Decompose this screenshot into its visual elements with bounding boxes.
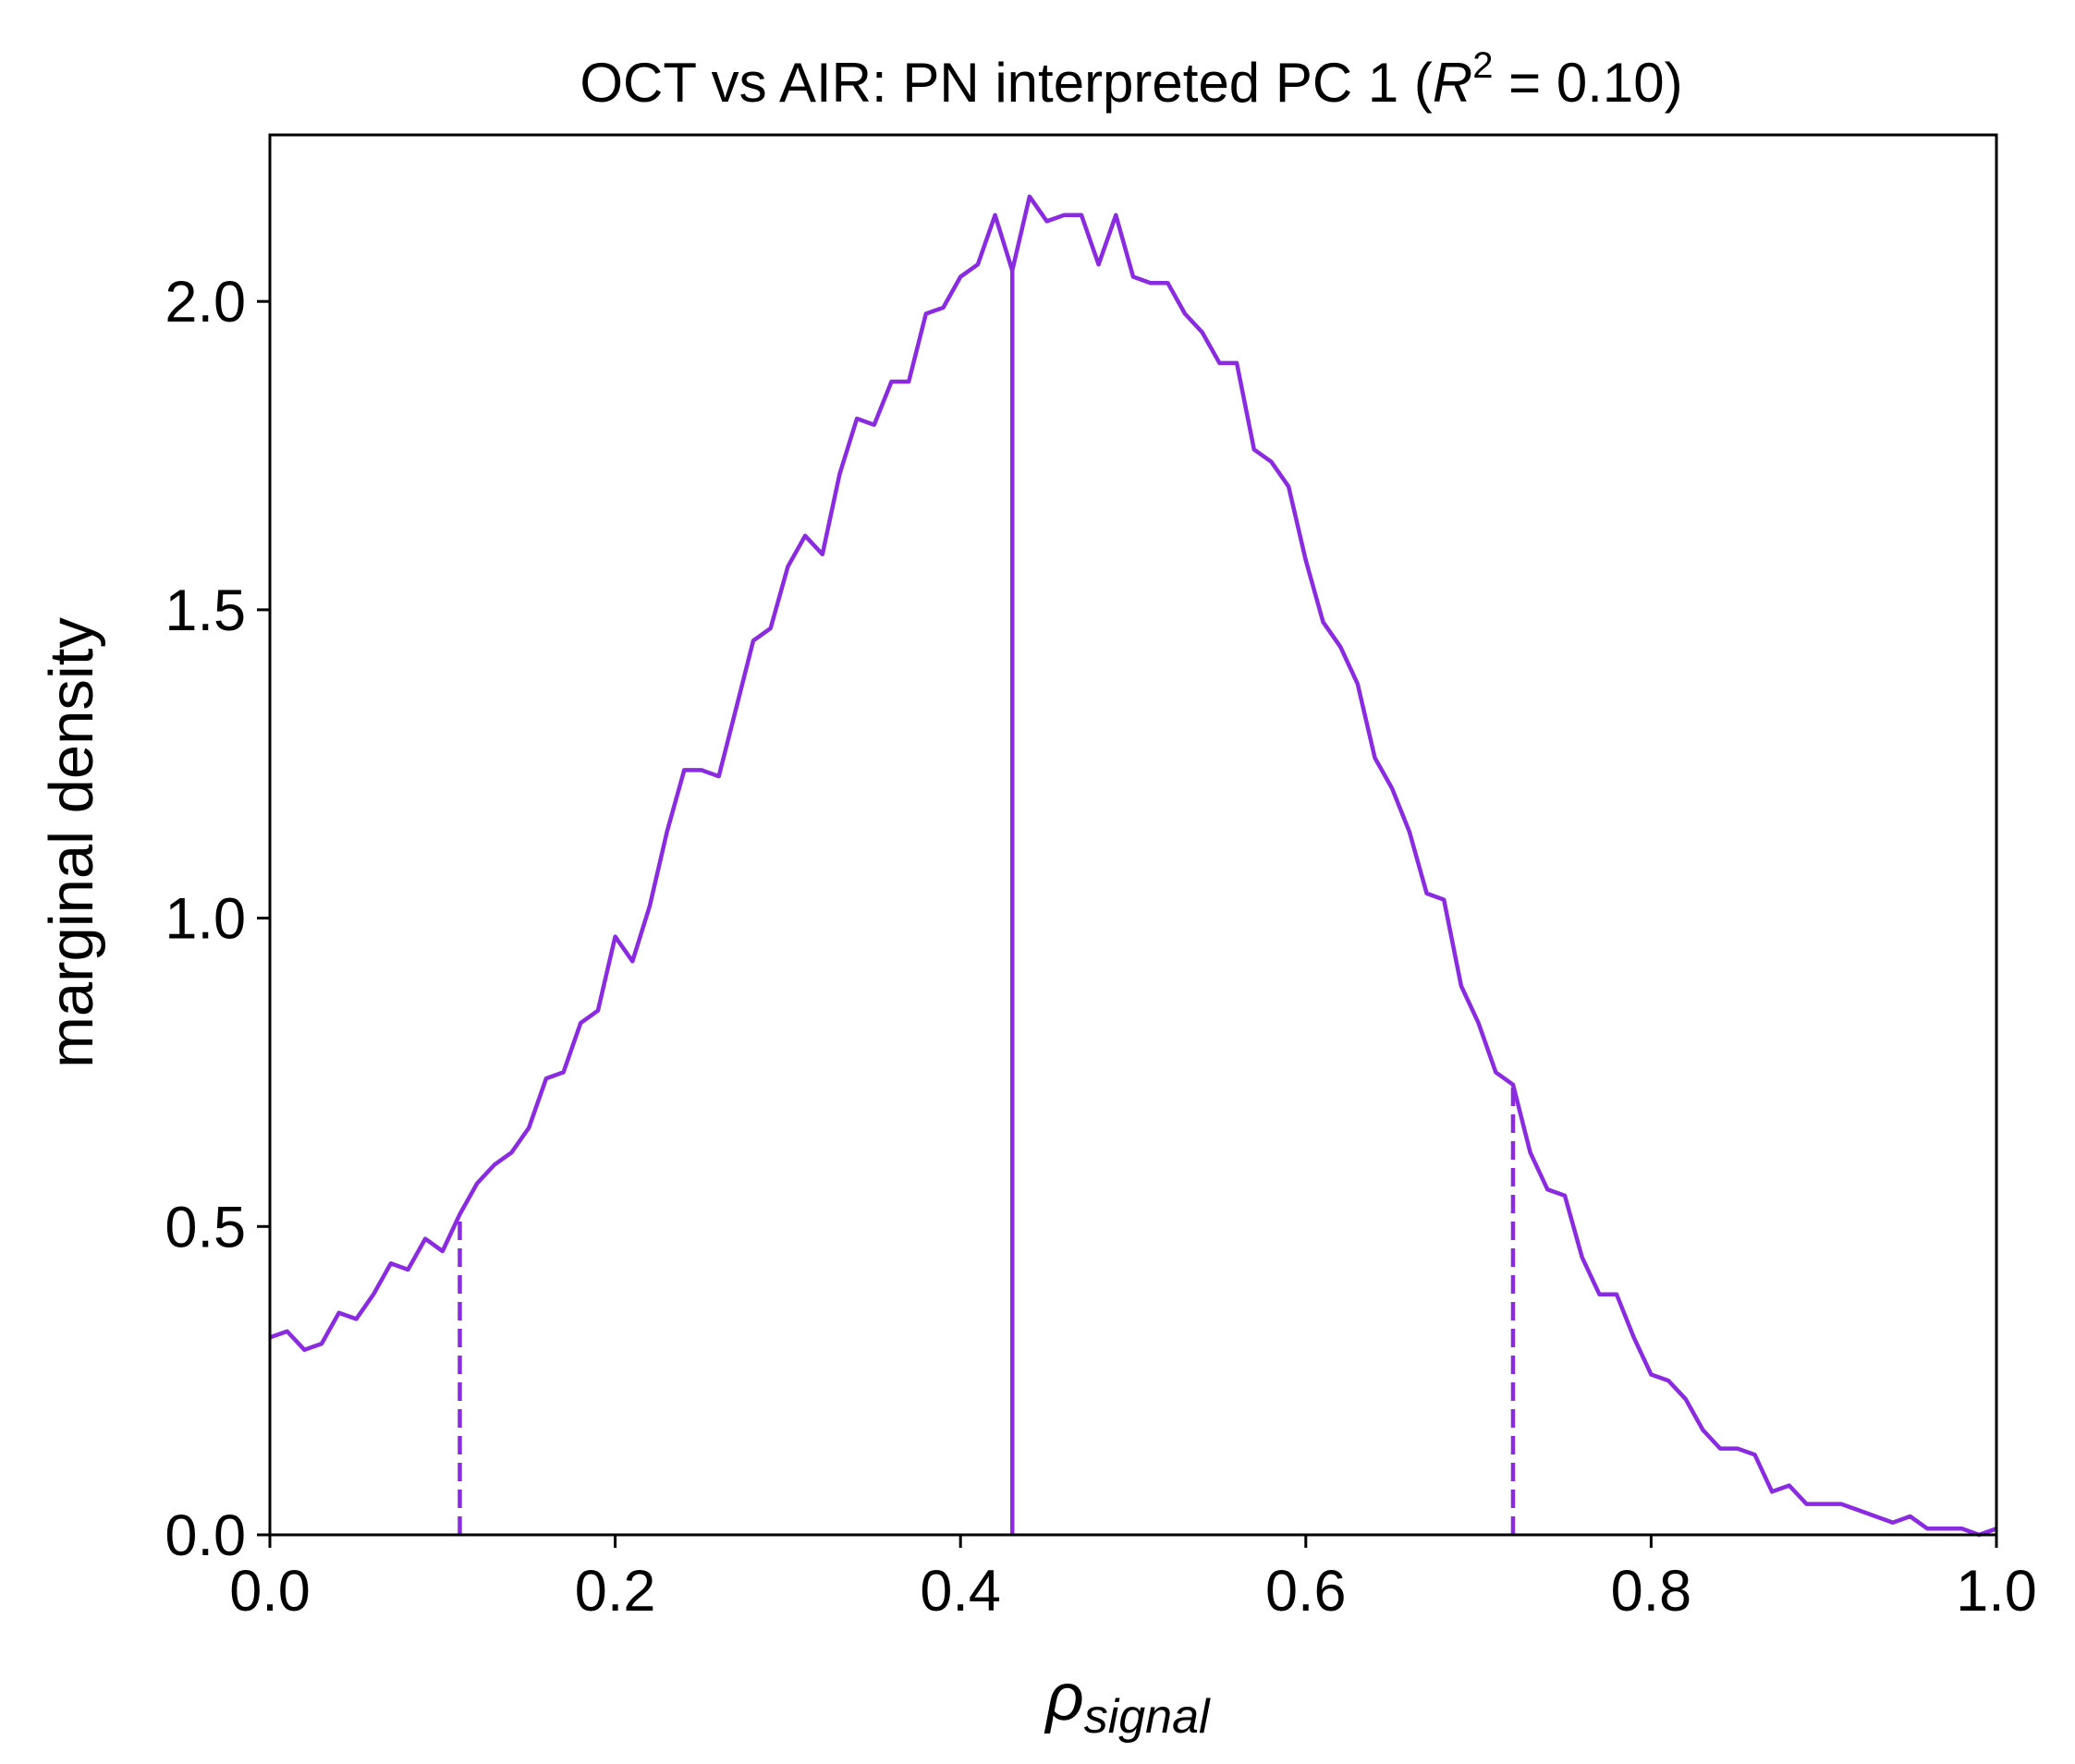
axes-frame: [268, 133, 1998, 1537]
y-tick-label: 2.0: [165, 270, 246, 335]
y-tick-label: 0.0: [165, 1503, 246, 1568]
x-tick-label: 0.4: [920, 1559, 1001, 1624]
x-tick-label: 0.2: [575, 1559, 656, 1624]
title-r-symbol: R: [1433, 52, 1472, 114]
x-axis-label-symbol: ρ: [1044, 1661, 1083, 1734]
x-axis-label-subscript: signal: [1084, 1690, 1211, 1744]
x-tick-label: 0.8: [1611, 1559, 1692, 1624]
title-r-exponent: 2: [1472, 45, 1493, 86]
title-prefix: OCT vs AIR: PN interpreted PC 1 (: [580, 52, 1433, 114]
y-tick-label: 1.0: [165, 887, 246, 952]
density-line-series-0: [269, 194, 1997, 1538]
x-tick-label: 1.0: [1956, 1559, 2037, 1624]
chart-title: OCT vs AIR: PN interpreted PC 1 (R2 = 0.…: [580, 45, 1682, 114]
y-tick-label: 1.5: [165, 578, 246, 643]
y-axis-label: marginal density: [37, 617, 106, 1068]
plot-area: 0.0 0.2 0.4 0.6 0.8 1.0 0.0 0.5 1.0 1.5 2.0: [165, 133, 2037, 1624]
x-tick-label: 0.0: [229, 1559, 311, 1624]
y-tick-label: 0.5: [165, 1195, 246, 1259]
x-tick-label: 0.6: [1265, 1559, 1347, 1624]
title-suffix: = 0.10): [1493, 52, 1682, 114]
x-axis-label: ρsignal: [1044, 1661, 1211, 1744]
